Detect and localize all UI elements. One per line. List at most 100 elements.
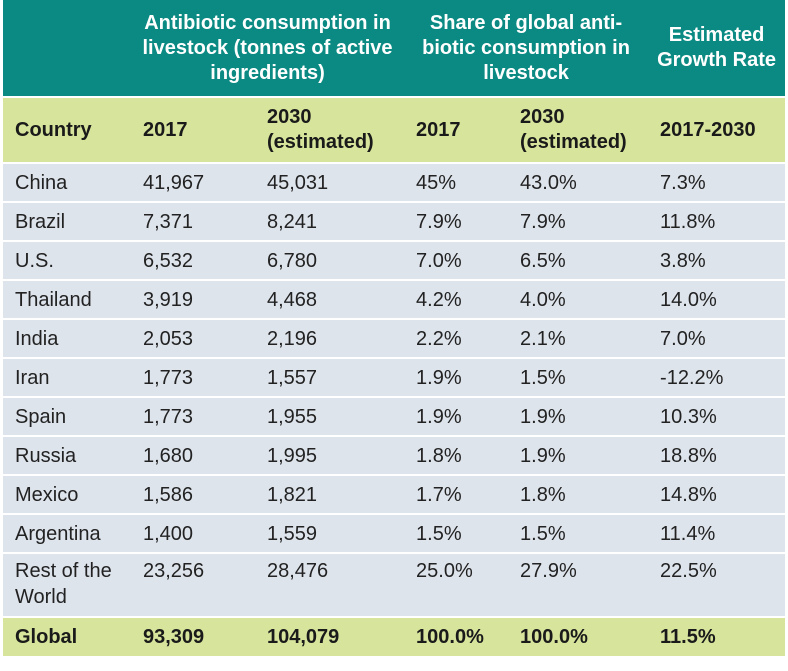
table-row: Argentina 1,400 1,559 1.5% 1.5% 11.4%: [3, 514, 786, 554]
cell-share-2030-text: 1.9%: [520, 405, 566, 428]
footer-consumption-2017: 93,309: [131, 617, 255, 656]
cell-share-2030-text: 2.1%: [520, 327, 566, 350]
cell-consumption-2030-text: 45,031: [267, 171, 329, 194]
cell-share-2030: 1.9%: [508, 436, 649, 476]
cell-country: Argentina: [3, 514, 131, 554]
cell-country: Rest of the World: [3, 553, 131, 618]
cell-share-2017: 1.9%: [404, 358, 509, 398]
cell-share-2017-text: 7.9%: [416, 210, 462, 233]
cell-country-text: Spain: [15, 405, 67, 428]
cell-growth-text: 10.3%: [660, 405, 717, 428]
cell-consumption-2017: 1,773: [131, 358, 255, 398]
cell-consumption-2030-text: 2,196: [267, 327, 318, 350]
cell-consumption-2030-text: 1,557: [267, 366, 318, 389]
header-growth: Estimated Growth Rate: [648, 0, 786, 98]
cell-country: India: [3, 319, 131, 359]
cell-consumption-2017-text: 3,919: [143, 288, 194, 311]
table-row: Spain 1,773 1,955 1.9% 1.9% 10.3%: [3, 397, 786, 437]
cell-country-text: Argentina: [15, 522, 101, 545]
cell-share-2017-text: 1.7%: [416, 483, 462, 506]
cell-share-2017-text: 1.5%: [416, 522, 462, 545]
cell-share-2030: 1.5%: [508, 358, 649, 398]
cell-country-text: Russia: [15, 444, 77, 467]
header-share: Share of global anti-biotic consumption …: [404, 0, 649, 98]
cell-country-text: U.S.: [15, 249, 54, 272]
cell-country-text: Iran: [15, 366, 50, 389]
cell-share-2017: 4.2%: [404, 280, 509, 320]
cell-share-2017: 45%: [404, 163, 509, 203]
table-row: Iran 1,773 1,557 1.9% 1.5% -12.2%: [3, 358, 786, 398]
cell-consumption-2017-text: 1,773: [143, 405, 194, 428]
subheader-country: Country: [3, 97, 131, 164]
cell-country-text: Rest of the World: [15, 560, 112, 608]
cell-consumption-2030-text: 4,468: [267, 288, 318, 311]
cell-consumption-2030-text: 28,476: [267, 560, 329, 582]
cell-share-2030-text: 7.9%: [520, 210, 566, 233]
cell-consumption-2017: 1,773: [131, 397, 255, 437]
table-row: Thailand 3,919 4,468 4.2% 4.0% 14.0%: [3, 280, 786, 320]
table-row: Brazil 7,371 8,241 7.9% 7.9% 11.8%: [3, 202, 786, 242]
cell-consumption-2030-text: 1,955: [267, 405, 318, 428]
cell-consumption-2030: 28,476: [255, 553, 405, 618]
cell-country: Brazil: [3, 202, 131, 242]
footer-country-text: Global: [15, 625, 78, 648]
footer-country: Global: [3, 617, 131, 656]
cell-share-2030-text: 6.5%: [520, 249, 566, 272]
footer-consumption-2017-text: 93,309: [143, 625, 205, 648]
cell-consumption-2030-text: 1,995: [267, 444, 318, 467]
cell-country: Russia: [3, 436, 131, 476]
header-consumption-text: Antibiotic consumption in livestock (ton…: [142, 11, 393, 84]
cell-consumption-2017: 1,400: [131, 514, 255, 554]
cell-consumption-2030: 2,196: [255, 319, 405, 359]
cell-growth: 10.3%: [648, 397, 786, 437]
cell-share-2017: 7.9%: [404, 202, 509, 242]
table-row: China 41,967 45,031 45% 43.0% 7.3%: [3, 163, 786, 203]
global-total-row: Global 93,309 104,079 100.0% 100.0% 11.5…: [3, 617, 786, 656]
table-row: Russia 1,680 1,995 1.8% 1.9% 18.8%: [3, 436, 786, 476]
cell-growth: 7.3%: [648, 163, 786, 203]
cell-country-text: Brazil: [15, 210, 66, 233]
table-row: Rest of the World 23,256 28,476 25.0% 27.9% 2…: [3, 553, 786, 618]
cell-country-text: India: [15, 327, 59, 350]
group-header-row: Antibiotic consumption in livestock (ton…: [3, 0, 786, 98]
cell-growth: 22.5%: [648, 553, 786, 618]
cell-share-2017: 1.8%: [404, 436, 509, 476]
cell-share-2017-text: 1.9%: [416, 405, 462, 428]
cell-share-2017-text: 4.2%: [416, 288, 462, 311]
cell-share-2017-text: 45%: [416, 171, 457, 194]
cell-share-2017: 1.7%: [404, 475, 509, 515]
cell-consumption-2030: 1,821: [255, 475, 405, 515]
table-row: Mexico 1,586 1,821 1.7% 1.8% 14.8%: [3, 475, 786, 515]
cell-share-2030-text: 1.9%: [520, 444, 566, 467]
cell-country: Thailand: [3, 280, 131, 320]
cell-share-2017-text: 7.0%: [416, 249, 462, 272]
cell-share-2030-text: 1.5%: [520, 522, 566, 545]
cell-country: Mexico: [3, 475, 131, 515]
footer-growth: 11.5%: [648, 617, 786, 656]
cell-consumption-2030: 1,995: [255, 436, 405, 476]
cell-share-2030: 43.0%: [508, 163, 649, 203]
cell-share-2030-text: 43.0%: [520, 171, 577, 194]
table-row: India 2,053 2,196 2.2% 2.1% 7.0%: [3, 319, 786, 359]
cell-growth-text: 11.4%: [660, 522, 716, 545]
footer-share-2030-text: 100.0%: [520, 625, 588, 648]
footer-growth-text: 11.5%: [660, 625, 716, 648]
header-blank-cell: [3, 0, 131, 98]
subheader-row: Country 2017 2030 (estimated) 2017 2030 …: [3, 97, 786, 164]
cell-growth-text: 18.8%: [660, 444, 717, 467]
cell-share-2030-text: 1.5%: [520, 366, 566, 389]
table-row: U.S. 6,532 6,780 7.0% 6.5% 3.8%: [3, 241, 786, 281]
cell-country: Iran: [3, 358, 131, 398]
footer-share-2030: 100.0%: [508, 617, 649, 656]
cell-consumption-2030: 4,468: [255, 280, 405, 320]
cell-share-2017-text: 2.2%: [416, 327, 462, 350]
cell-consumption-2030: 1,955: [255, 397, 405, 437]
cell-country-text: Mexico: [15, 483, 79, 506]
cell-growth: 11.8%: [648, 202, 786, 242]
cell-growth-text: 14.8%: [660, 483, 717, 506]
subheader-growth-text: 2017-2030: [660, 118, 756, 141]
cell-consumption-2030: 1,557: [255, 358, 405, 398]
cell-country: U.S.: [3, 241, 131, 281]
cell-growth-text: 7.3%: [660, 171, 706, 194]
